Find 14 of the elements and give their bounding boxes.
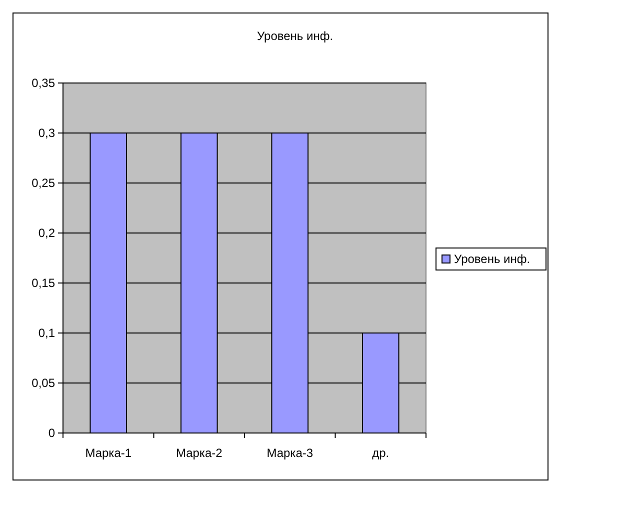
x-tick-label: Марка-1 [85,446,132,460]
x-tick-label: Марка-2 [176,446,223,460]
y-tick-label: 0,3 [38,126,56,140]
y-tick-label: 0,1 [38,326,56,340]
y-tick-label: 0 [48,426,56,440]
chart-title: Уровень инф. [256,29,334,43]
y-tick-label: 0,05 [32,376,56,390]
y-tick-label: 0,25 [32,176,56,190]
x-tick-label: Марка-3 [266,446,314,460]
y-tick-label: 0,35 [32,76,56,90]
y-tick-label: 0,15 [32,276,56,290]
legend-label: Уровень инф. [454,252,530,266]
x-tick-label: др. [372,446,390,460]
y-tick-label: 0,2 [38,226,56,240]
